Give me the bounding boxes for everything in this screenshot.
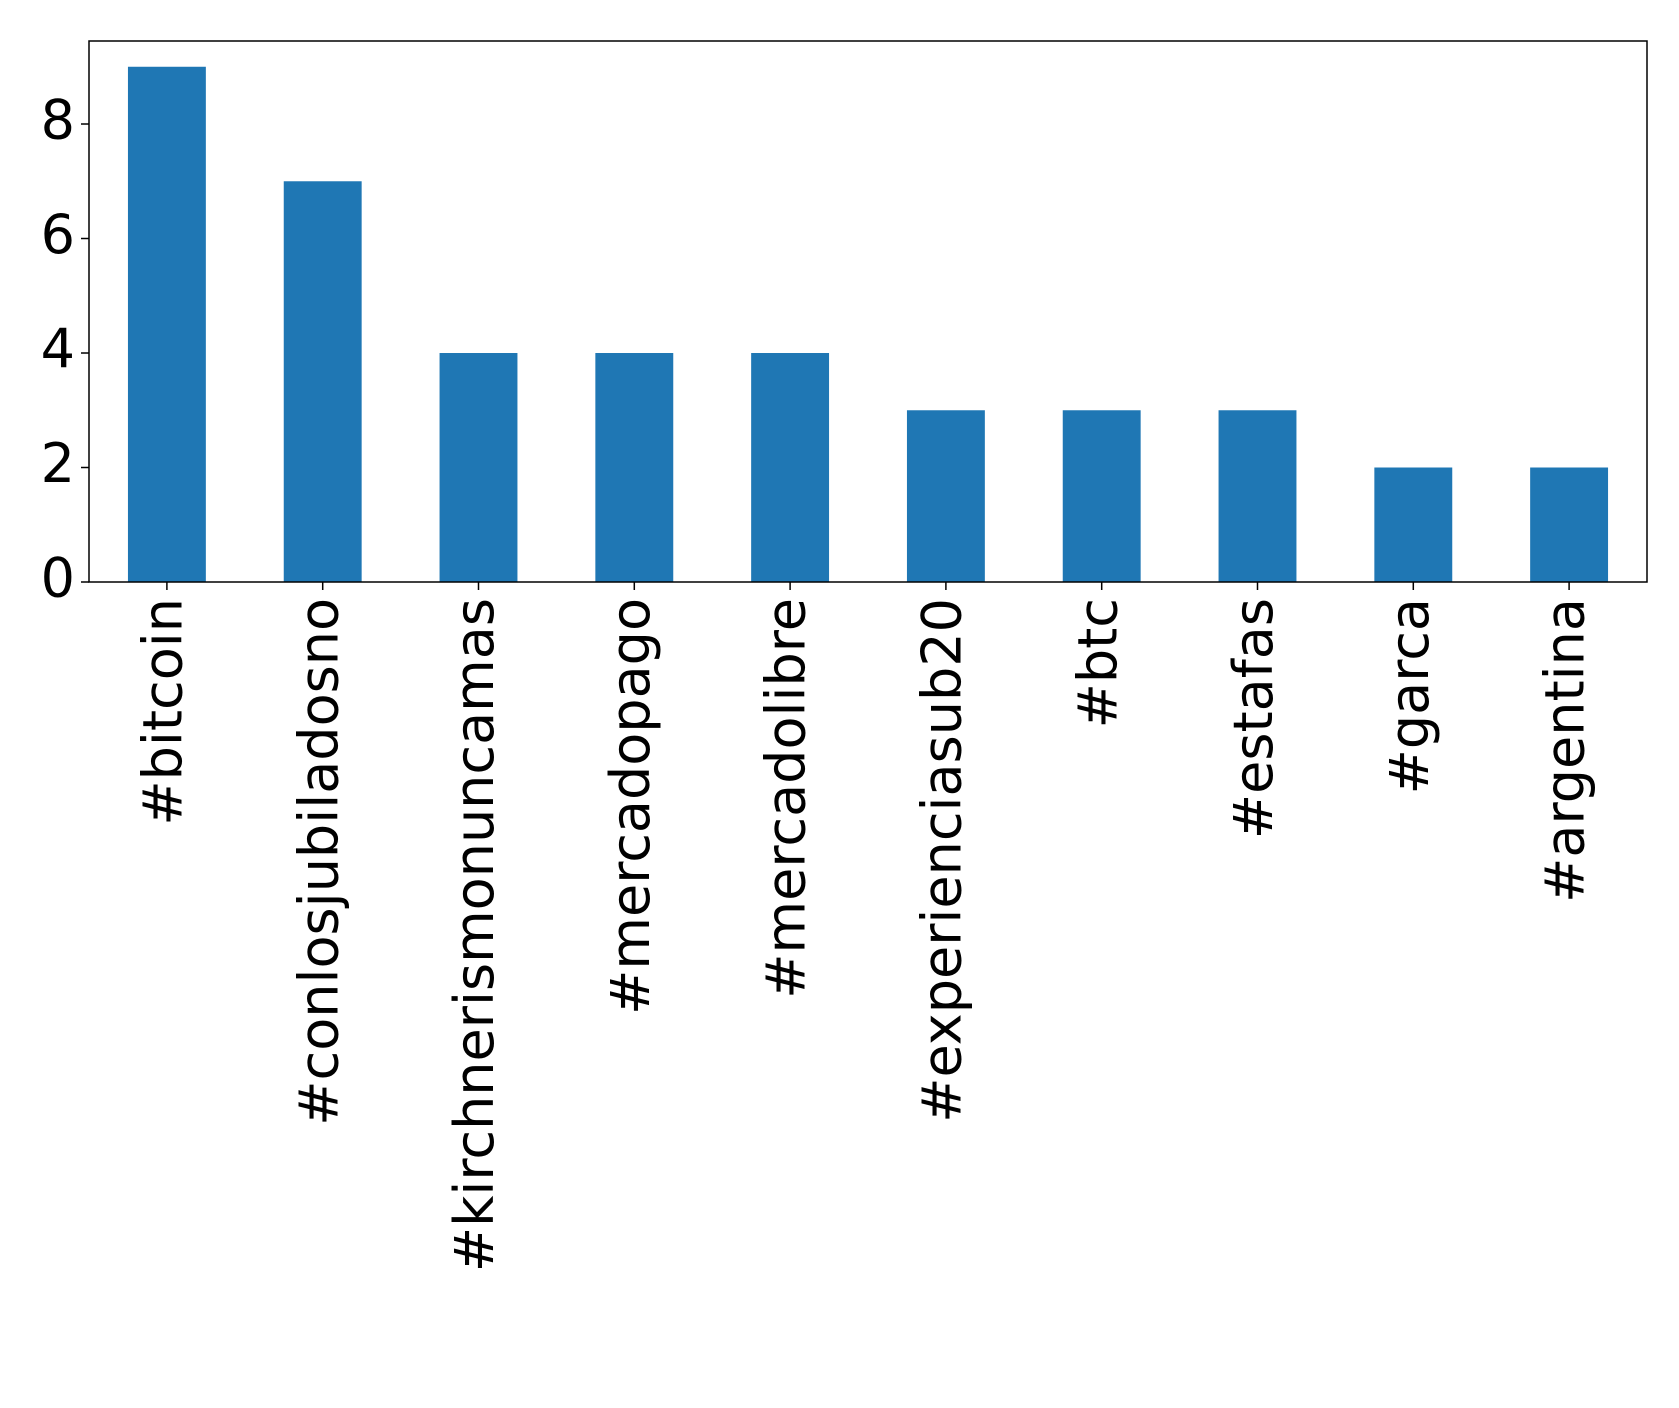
bar [1530, 467, 1609, 582]
x-tick-label: #mercadolibre [755, 598, 818, 999]
bar [1374, 467, 1453, 582]
x-tick-label: #conlosjubiladosno [287, 598, 350, 1126]
bar [595, 353, 674, 582]
y-tick-label: 6 [41, 203, 75, 266]
x-tick-label: #bitcoin [132, 598, 195, 826]
y-tick-label: 0 [41, 547, 75, 610]
bar [906, 410, 985, 582]
bar [127, 66, 206, 582]
x-tick-label: #estafas [1222, 598, 1285, 839]
x-tick-label: #garca [1378, 598, 1441, 794]
bar [1062, 410, 1141, 582]
x-tick-label: #kirchnerismonuncamas [443, 598, 506, 1272]
y-tick-label: 2 [41, 432, 75, 495]
x-tick-label: #argentina [1534, 598, 1597, 903]
x-tick-label: #btc [1066, 598, 1129, 728]
y-tick-label: 8 [41, 89, 75, 152]
axes-frame [88, 40, 1648, 583]
x-tick-label: #mercadopago [599, 598, 662, 1015]
bar [1218, 410, 1297, 582]
bar [283, 181, 362, 582]
x-tick-label: #experienciasub20 [911, 598, 974, 1123]
bar [439, 353, 518, 582]
y-tick-label: 4 [41, 318, 75, 381]
bar [751, 353, 830, 582]
